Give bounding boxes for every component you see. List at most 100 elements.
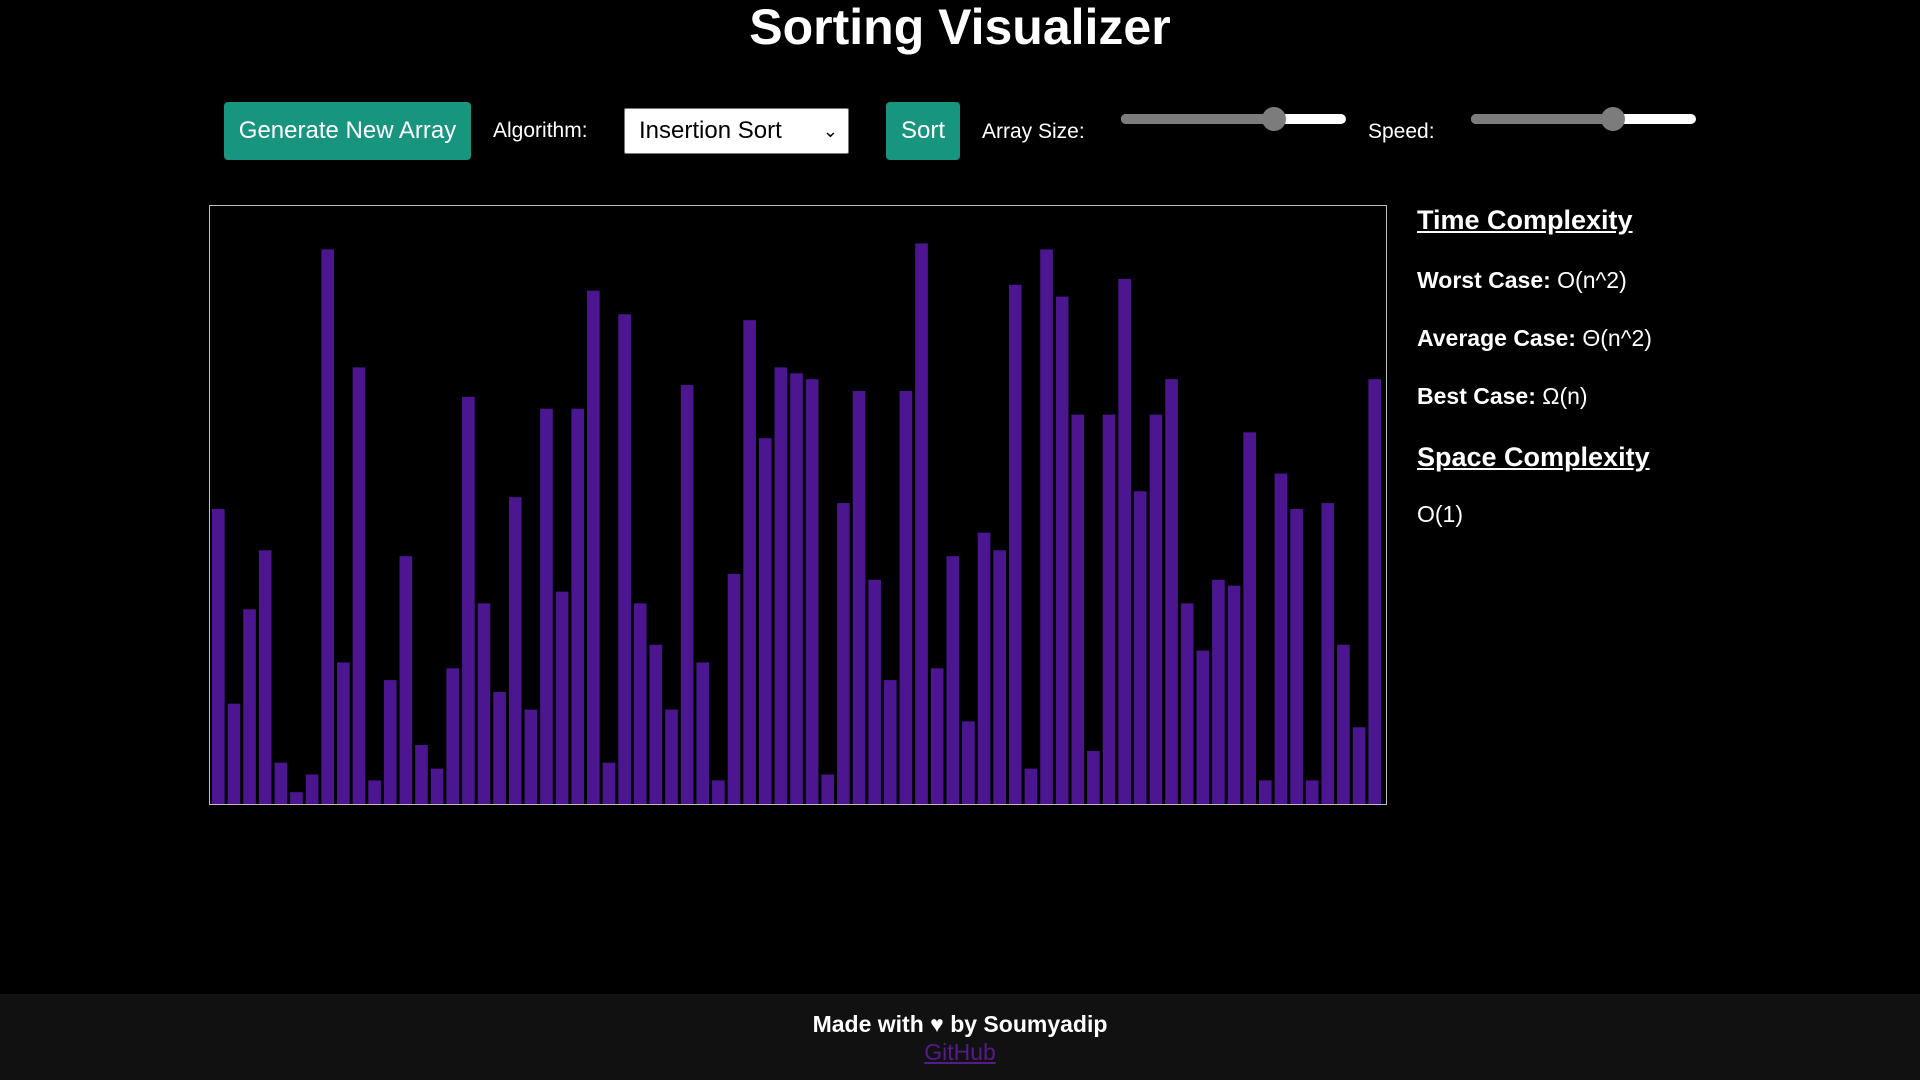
array-bar bbox=[258, 550, 272, 804]
array-bar bbox=[212, 509, 225, 804]
array-bar bbox=[1087, 750, 1100, 804]
array-bar bbox=[587, 290, 600, 804]
array-bar bbox=[618, 314, 631, 804]
array-bar bbox=[665, 709, 678, 804]
space-complexity-heading: Space Complexity bbox=[1417, 442, 1650, 472]
array-bar bbox=[524, 709, 538, 804]
time-complexity-heading: Time Complexity bbox=[1417, 205, 1633, 235]
array-bar bbox=[1258, 780, 1272, 804]
array-bar bbox=[1290, 509, 1303, 804]
array-bar bbox=[1118, 278, 1131, 804]
array-bar bbox=[899, 391, 913, 804]
array-bar bbox=[1165, 379, 1178, 804]
array-bar bbox=[290, 792, 303, 804]
array-bar bbox=[1102, 414, 1116, 804]
array-bar bbox=[837, 503, 850, 804]
array-bar bbox=[1196, 650, 1210, 804]
worst-case-label: Worst Case: bbox=[1417, 267, 1551, 293]
array-bar bbox=[915, 243, 928, 804]
speed-slider-thumb[interactable] bbox=[1601, 107, 1625, 131]
array-bar bbox=[477, 603, 491, 804]
array-bar bbox=[712, 780, 725, 804]
speed-label: Speed: bbox=[1368, 120, 1435, 143]
array-bar bbox=[1243, 432, 1256, 804]
array-bar bbox=[1071, 414, 1085, 804]
array-bar bbox=[540, 408, 553, 804]
array-bar bbox=[1040, 249, 1053, 804]
best-case-label: Best Case: bbox=[1417, 383, 1536, 409]
space-complexity-value: O(1) bbox=[1417, 501, 1463, 527]
worst-case-row: Worst Case: O(n^2) bbox=[1417, 266, 1627, 294]
array-bar bbox=[977, 532, 991, 804]
average-case-value: Θ(n^2) bbox=[1582, 325, 1652, 351]
array-bar bbox=[868, 579, 881, 804]
array-size-slider-fill bbox=[1121, 114, 1274, 124]
array-bar bbox=[1133, 491, 1147, 804]
array-bar bbox=[993, 550, 1006, 804]
speed-slider[interactable] bbox=[1471, 104, 1696, 134]
array-bar bbox=[774, 367, 788, 804]
array-bar bbox=[1305, 780, 1319, 804]
array-bar bbox=[821, 774, 835, 804]
array-bar bbox=[962, 721, 975, 804]
array-bar bbox=[1008, 284, 1022, 804]
array-bar bbox=[352, 367, 366, 804]
array-bar bbox=[680, 385, 694, 804]
array-bar bbox=[1212, 579, 1225, 804]
algorithm-select[interactable]: Insertion Sort ⌄ bbox=[624, 108, 849, 154]
array-bar bbox=[1321, 503, 1335, 804]
array-bar bbox=[368, 780, 381, 804]
algorithm-label: Algorithm: bbox=[493, 119, 588, 142]
array-bar bbox=[790, 373, 803, 804]
speed-slider-fill bbox=[1471, 114, 1613, 124]
array-size-slider[interactable] bbox=[1121, 104, 1346, 134]
array-bar bbox=[727, 573, 741, 804]
array-bar bbox=[1368, 379, 1381, 804]
array-bar bbox=[743, 320, 756, 804]
footer: Made with ♥ by Soumyadip GitHub bbox=[0, 994, 1920, 1080]
array-bar bbox=[227, 703, 241, 804]
best-case-row: Best Case: Ω(n) bbox=[1417, 382, 1588, 410]
array-bar bbox=[415, 745, 428, 804]
footer-credit: Made with ♥ by Soumyadip bbox=[812, 1011, 1108, 1037]
worst-case-value: O(n^2) bbox=[1557, 267, 1627, 293]
github-link[interactable]: GitHub bbox=[924, 1039, 996, 1065]
array-bar bbox=[243, 609, 256, 804]
array-bar bbox=[305, 774, 319, 804]
page-title: Sorting Visualizer bbox=[749, 0, 1171, 55]
array-bar bbox=[852, 391, 866, 804]
array-bars-chart bbox=[212, 243, 1381, 804]
average-case-label: Average Case: bbox=[1417, 325, 1576, 351]
array-bar bbox=[430, 768, 444, 804]
array-size-label: Array Size: bbox=[982, 120, 1085, 143]
sort-button[interactable]: Sort bbox=[886, 102, 960, 160]
array-bar bbox=[1055, 296, 1069, 804]
array-bar bbox=[493, 691, 506, 804]
array-bar bbox=[274, 762, 288, 804]
array-bar bbox=[1227, 585, 1241, 804]
array-bar bbox=[649, 644, 663, 804]
array-bar bbox=[602, 762, 616, 804]
generate-new-array-button[interactable]: Generate New Array bbox=[224, 102, 471, 160]
array-bar bbox=[758, 438, 772, 804]
array-bars-container bbox=[209, 205, 1387, 805]
array-bar bbox=[805, 379, 819, 804]
chevron-down-icon: ⌄ bbox=[822, 121, 838, 141]
array-size-slider-thumb[interactable] bbox=[1262, 107, 1286, 131]
array-bar bbox=[883, 680, 897, 804]
array-bar bbox=[696, 662, 710, 804]
array-bar bbox=[383, 680, 397, 804]
array-bar bbox=[1274, 473, 1288, 804]
array-bar bbox=[1149, 414, 1163, 804]
array-bar bbox=[571, 408, 585, 804]
array-bar bbox=[633, 603, 647, 804]
average-case-row: Average Case: Θ(n^2) bbox=[1417, 324, 1652, 352]
array-bar bbox=[555, 591, 569, 804]
array-bar bbox=[1352, 727, 1366, 804]
array-bar bbox=[337, 662, 350, 804]
algorithm-selected-value: Insertion Sort bbox=[639, 117, 782, 144]
array-bar bbox=[1337, 644, 1350, 804]
array-bar bbox=[1180, 603, 1194, 804]
array-bar bbox=[930, 668, 944, 804]
array-bar bbox=[399, 556, 413, 804]
